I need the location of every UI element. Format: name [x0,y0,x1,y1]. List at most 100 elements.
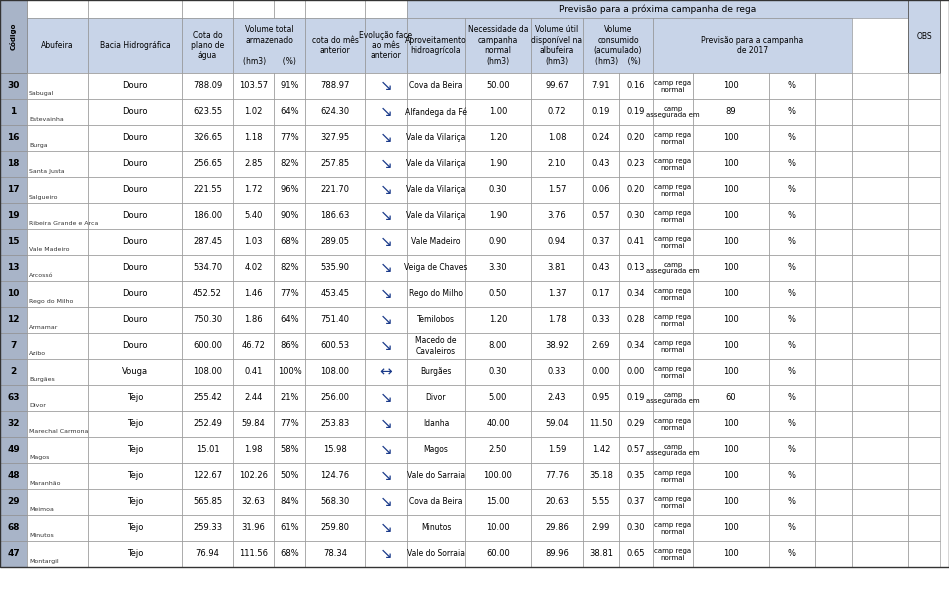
Bar [531,203,583,229]
Text: camp rega
normal: camp rega normal [655,495,692,508]
Bar [769,73,815,99]
Text: 100: 100 [723,445,739,455]
Bar [0,177,27,203]
Text: 751.40: 751.40 [321,316,349,325]
Bar [769,385,815,411]
Bar [0,229,27,255]
Bar [583,541,619,567]
Text: 3.81: 3.81 [548,263,567,273]
Bar [908,125,940,151]
Text: 100.00: 100.00 [484,472,512,481]
Text: 186.00: 186.00 [193,211,222,220]
Text: 48: 48 [8,472,20,481]
Bar [465,541,531,567]
Bar [583,463,619,489]
Bar [653,437,693,463]
Text: 0.41: 0.41 [244,368,263,376]
Bar [653,255,693,281]
Text: %: % [788,445,796,455]
Text: 0.30: 0.30 [489,186,508,194]
Bar [619,489,653,515]
Text: 46.72: 46.72 [242,342,266,350]
Bar [693,203,769,229]
Bar [815,99,852,125]
Bar [365,0,407,18]
Text: ↘: ↘ [380,104,392,120]
Text: Cova da Beira: Cova da Beira [409,81,463,91]
Text: 100: 100 [723,419,739,429]
Text: 287.45: 287.45 [193,237,222,247]
Text: Vale Madeiro: Vale Madeiro [29,247,69,252]
Text: Tejo: Tejo [127,524,143,532]
Bar [852,73,908,99]
Text: 0.65: 0.65 [626,550,645,558]
Text: 0.94: 0.94 [548,237,567,247]
Bar [305,307,365,333]
Bar [407,99,465,125]
Bar [0,203,27,229]
Bar [274,515,305,541]
Text: 100: 100 [723,368,739,376]
Bar [305,281,365,307]
Bar [365,489,407,515]
Bar [465,229,531,255]
Bar [619,333,653,359]
Text: 100%: 100% [278,368,302,376]
Bar [27,359,88,385]
Bar [365,333,407,359]
Text: Tejo: Tejo [127,550,143,558]
Bar [583,73,619,99]
Bar [815,333,852,359]
Bar [233,73,274,99]
Bar [305,489,365,515]
Text: %: % [788,108,796,117]
Bar [274,489,305,515]
Text: 253.83: 253.83 [321,419,349,429]
Text: Veiga de Chaves: Veiga de Chaves [404,263,468,273]
Text: Idanha: Idanha [423,419,449,429]
Text: 64%: 64% [280,108,299,117]
Bar [88,463,182,489]
Bar [27,281,88,307]
Bar [619,99,653,125]
Text: camp rega
normal: camp rega normal [655,236,692,249]
Bar [465,437,531,463]
Bar [852,255,908,281]
Bar [815,463,852,489]
Text: Magos: Magos [29,455,49,460]
Text: camp rega
normal: camp rega normal [655,131,692,144]
Text: Vale da Vilariça: Vale da Vilariça [406,160,466,168]
Bar [407,125,465,151]
Bar [583,385,619,411]
Text: Sabugal: Sabugal [29,91,54,96]
Bar [407,385,465,411]
Text: Volume total
armazenado

(hm3)       (%): Volume total armazenado (hm3) (%) [243,25,295,65]
Text: Douro: Douro [122,237,148,247]
Text: camp rega
normal: camp rega normal [655,418,692,431]
Text: 31.96: 31.96 [242,524,266,532]
Text: 0.30: 0.30 [626,524,645,532]
Text: ↘: ↘ [380,183,392,197]
Bar [583,359,619,385]
Bar [815,203,852,229]
Bar [693,359,769,385]
Text: Armamar: Armamar [29,325,59,330]
Bar [693,333,769,359]
Text: %: % [788,160,796,168]
Text: 568.30: 568.30 [321,498,349,507]
Text: 0.30: 0.30 [626,211,645,220]
Bar [274,177,305,203]
Text: 788.09: 788.09 [193,81,222,91]
Text: 5.00: 5.00 [489,393,507,402]
Bar [653,333,693,359]
Bar [233,489,274,515]
Bar [852,177,908,203]
Text: 0.20: 0.20 [626,186,645,194]
Bar [852,489,908,515]
Bar [305,203,365,229]
Bar [908,151,940,177]
Text: Volume
consumido
(acumulado)
(hm3)    (%): Volume consumido (acumulado) (hm3) (%) [594,25,642,65]
Text: 82%: 82% [280,160,299,168]
Bar [531,151,583,177]
Text: Burga: Burga [29,143,47,148]
